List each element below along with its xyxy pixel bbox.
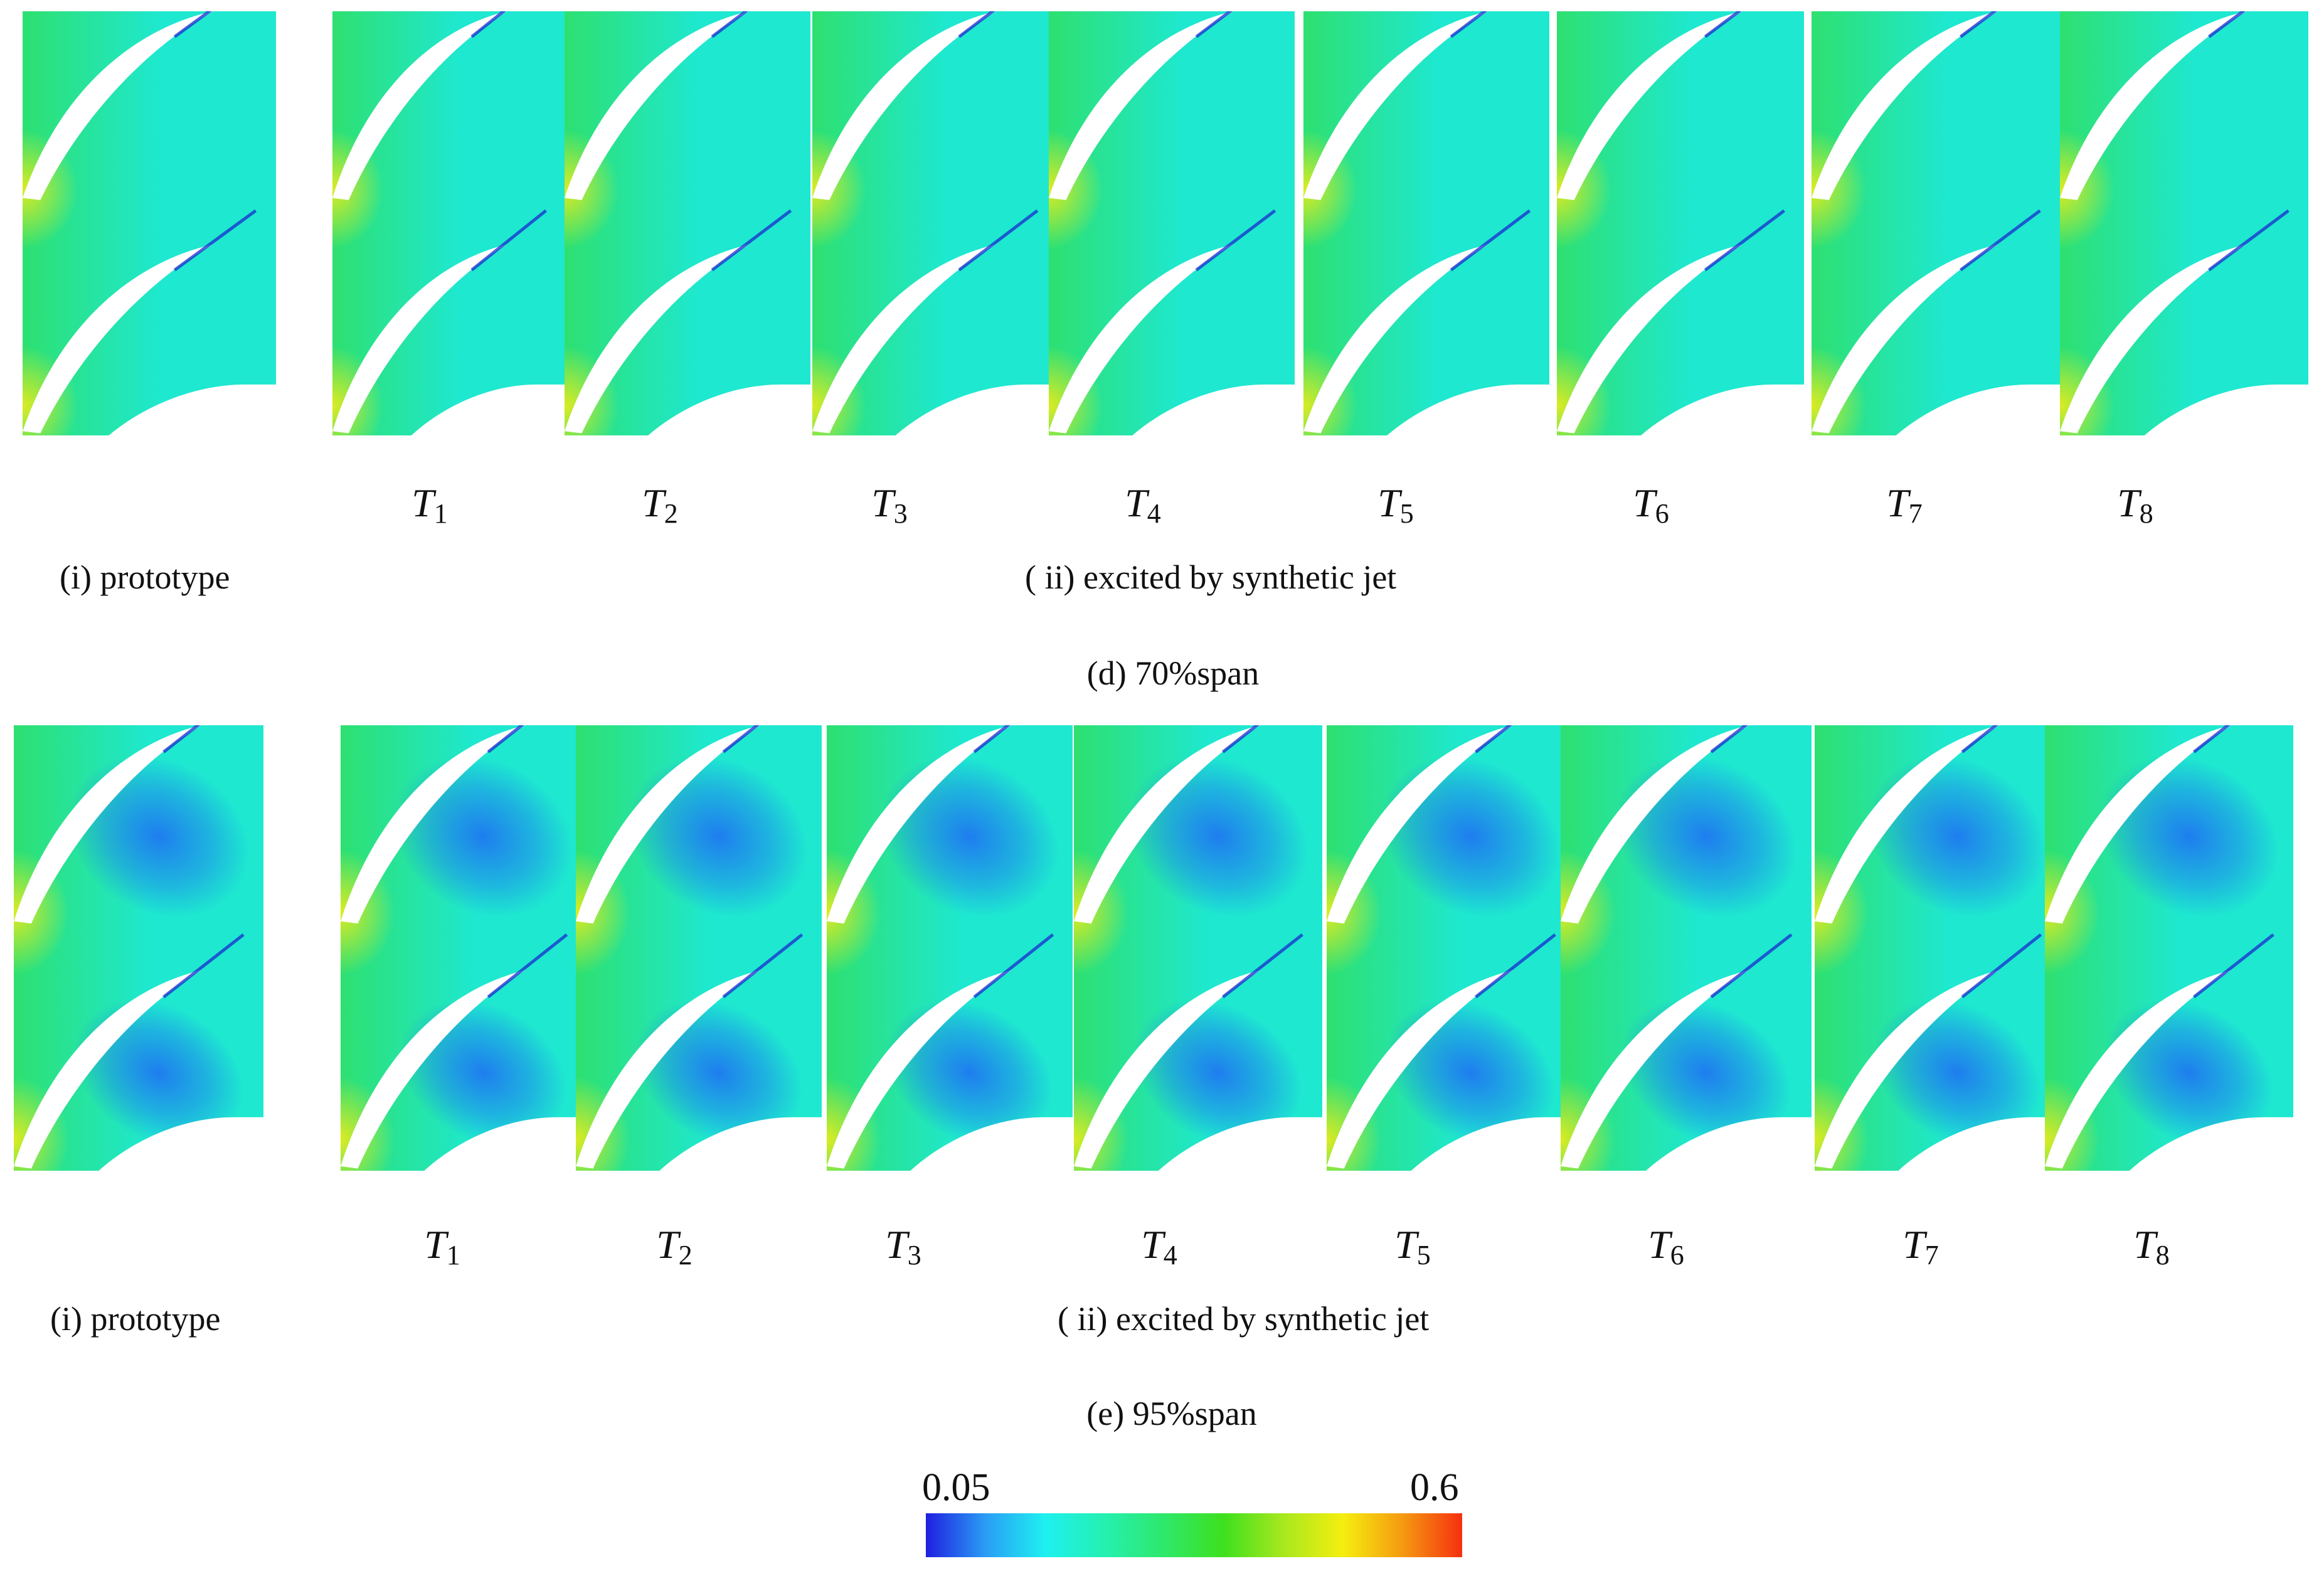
case-label-70-t8: T8 [2117, 481, 2153, 529]
contour-70-t3 [812, 11, 1057, 435]
prototype-label-70: (i) prototype [60, 558, 230, 596]
case-label-70-t5: T5 [1377, 481, 1414, 529]
case-label-95-t3: T3 [885, 1222, 921, 1270]
contour-70-t8 [2060, 11, 2308, 435]
prototype-label-95: (i) prototype [50, 1300, 221, 1338]
colorbar-min-label: 0.05 [922, 1466, 990, 1509]
contour-row-70-span [23, 11, 2308, 435]
contour-95-t1 [341, 725, 586, 1171]
group-label-70: ( ii) excited by synthetic jet [1025, 558, 1397, 596]
case-label-70-t6: T6 [1633, 481, 1669, 529]
case-label-70-t2: T2 [642, 481, 678, 529]
colorbar [926, 1513, 1462, 1557]
case-label-95-t1: T1 [424, 1222, 460, 1270]
case-label-70-t3: T3 [871, 481, 908, 529]
case-label-70-t1: T1 [411, 481, 448, 529]
case-label-70-t7: T7 [1886, 481, 1923, 529]
contour-95-t5 [1327, 725, 1575, 1171]
case-label-95-t4: T4 [1141, 1222, 1177, 1270]
contour-70-t2 [565, 11, 810, 435]
contour-95-t2 [576, 725, 822, 1171]
section-caption-95-span: (e) 95%span [1086, 1395, 1257, 1432]
contour-70-t7 [1812, 11, 2060, 435]
section-caption-70-span: (d) 70%span [1086, 654, 1260, 692]
case-label-95-t7: T7 [1902, 1222, 1939, 1270]
contour-95-t8 [2045, 725, 2293, 1171]
contour-95-t4 [1074, 725, 1322, 1171]
contour-70-prototype [23, 11, 276, 435]
case-label-95-t2: T2 [656, 1222, 692, 1270]
contour-95-t7 [1815, 725, 2061, 1171]
contour-70-t6 [1557, 11, 1804, 435]
case-label-70-t4: T4 [1125, 481, 1161, 529]
case-label-95-t6: T6 [1648, 1222, 1684, 1270]
contour-70-t1 [332, 11, 565, 435]
contour-70-t4 [1049, 11, 1295, 435]
contour-row-95-span [14, 725, 2293, 1171]
case-label-95-t5: T5 [1394, 1222, 1431, 1270]
contour-95-prototype [14, 725, 263, 1171]
contour-95-t6 [1561, 725, 1812, 1171]
case-label-95-t8: T8 [2133, 1222, 2170, 1270]
contour-95-t3 [827, 725, 1073, 1171]
colorbar-max-label: 0.6 [1410, 1466, 1459, 1509]
group-label-95: ( ii) excited by synthetic jet [1058, 1300, 1430, 1338]
contour-70-t5 [1303, 11, 1549, 435]
